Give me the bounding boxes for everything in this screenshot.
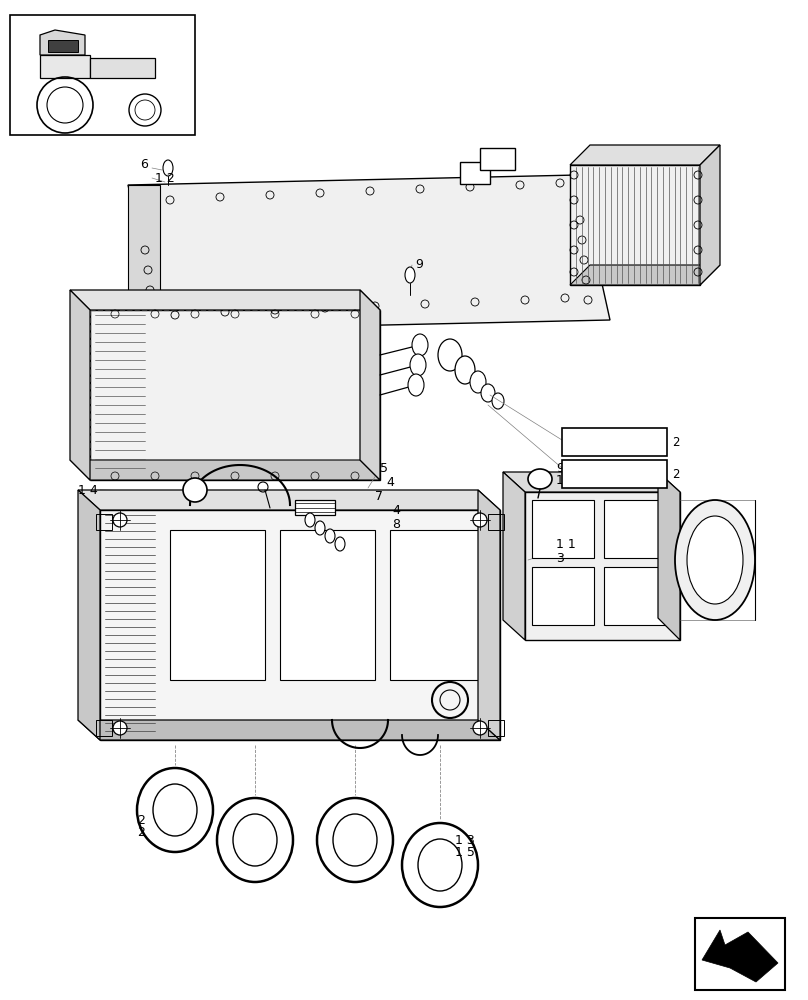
Text: 2: 2	[672, 468, 680, 481]
Polygon shape	[570, 265, 720, 285]
Text: 1 4: 1 4	[78, 484, 98, 496]
Ellipse shape	[325, 529, 335, 543]
Text: 2: 2	[137, 826, 145, 840]
Text: 1 3: 1 3	[455, 834, 475, 846]
Polygon shape	[702, 930, 778, 982]
Text: 8: 8	[392, 518, 400, 530]
Ellipse shape	[217, 798, 293, 882]
Bar	[532, 500, 594, 558]
Bar	[96, 514, 112, 530]
Ellipse shape	[687, 516, 743, 604]
Text: P A G .: P A G .	[593, 437, 627, 447]
Ellipse shape	[473, 721, 487, 735]
Ellipse shape	[675, 500, 755, 620]
Text: 5: 5	[380, 462, 388, 475]
Polygon shape	[295, 500, 335, 515]
Text: 2: 2	[672, 436, 680, 448]
Text: 4: 4	[392, 504, 400, 516]
Text: 9: 9	[556, 462, 564, 475]
Ellipse shape	[492, 393, 504, 409]
Ellipse shape	[410, 354, 426, 376]
Text: 1 0: 1 0	[556, 474, 576, 487]
Ellipse shape	[473, 513, 487, 527]
Ellipse shape	[412, 334, 428, 356]
Polygon shape	[90, 310, 380, 480]
Polygon shape	[70, 290, 380, 310]
Polygon shape	[503, 472, 525, 640]
Polygon shape	[128, 175, 610, 330]
Ellipse shape	[113, 513, 127, 527]
Ellipse shape	[163, 160, 173, 176]
Bar	[460, 162, 490, 184]
Bar	[10, 15, 195, 135]
Polygon shape	[70, 290, 90, 480]
Bar	[488, 720, 504, 736]
Bar	[532, 567, 594, 625]
Bar	[390, 530, 485, 680]
Polygon shape	[503, 472, 680, 492]
Text: 1 5: 1 5	[455, 846, 475, 859]
Polygon shape	[40, 55, 90, 78]
Ellipse shape	[405, 267, 415, 283]
Polygon shape	[700, 145, 720, 285]
Polygon shape	[78, 720, 500, 740]
Text: 4: 4	[386, 476, 393, 488]
Polygon shape	[78, 490, 500, 510]
Polygon shape	[570, 145, 720, 165]
Polygon shape	[525, 492, 680, 640]
Ellipse shape	[335, 537, 345, 551]
Ellipse shape	[481, 384, 495, 402]
Ellipse shape	[333, 814, 377, 866]
Ellipse shape	[305, 513, 315, 527]
Text: 1 1: 1 1	[556, 538, 576, 552]
Bar	[170, 530, 265, 680]
Bar	[604, 500, 666, 558]
Polygon shape	[70, 460, 380, 480]
Ellipse shape	[317, 798, 393, 882]
Text: 7: 7	[375, 489, 383, 502]
Text: 9: 9	[415, 258, 423, 271]
Bar	[695, 918, 785, 990]
Ellipse shape	[470, 371, 486, 393]
Bar	[604, 567, 666, 625]
Ellipse shape	[153, 784, 197, 836]
Bar	[96, 720, 112, 736]
Bar	[562, 428, 667, 456]
Polygon shape	[40, 30, 85, 55]
Ellipse shape	[438, 339, 462, 371]
Bar	[280, 530, 375, 680]
Text: P A G .: P A G .	[593, 469, 627, 479]
Ellipse shape	[315, 521, 325, 535]
Polygon shape	[90, 58, 155, 78]
Ellipse shape	[402, 823, 478, 907]
Ellipse shape	[418, 839, 462, 891]
Ellipse shape	[233, 814, 277, 866]
Bar	[488, 514, 504, 530]
Text: 3: 3	[556, 552, 564, 564]
Ellipse shape	[455, 356, 475, 384]
Ellipse shape	[183, 478, 207, 502]
Polygon shape	[128, 185, 160, 330]
Polygon shape	[478, 490, 500, 740]
Ellipse shape	[408, 374, 424, 396]
Ellipse shape	[528, 469, 552, 489]
Polygon shape	[78, 490, 100, 740]
Ellipse shape	[137, 768, 213, 852]
Text: 1 2: 1 2	[155, 172, 175, 184]
Text: 2: 2	[137, 814, 145, 826]
Polygon shape	[48, 40, 78, 52]
Bar	[480, 148, 515, 170]
Text: 6: 6	[140, 158, 148, 172]
Ellipse shape	[113, 721, 127, 735]
Bar	[562, 460, 667, 488]
Polygon shape	[658, 472, 680, 640]
Polygon shape	[360, 290, 380, 480]
Polygon shape	[100, 510, 500, 740]
Polygon shape	[570, 165, 700, 285]
